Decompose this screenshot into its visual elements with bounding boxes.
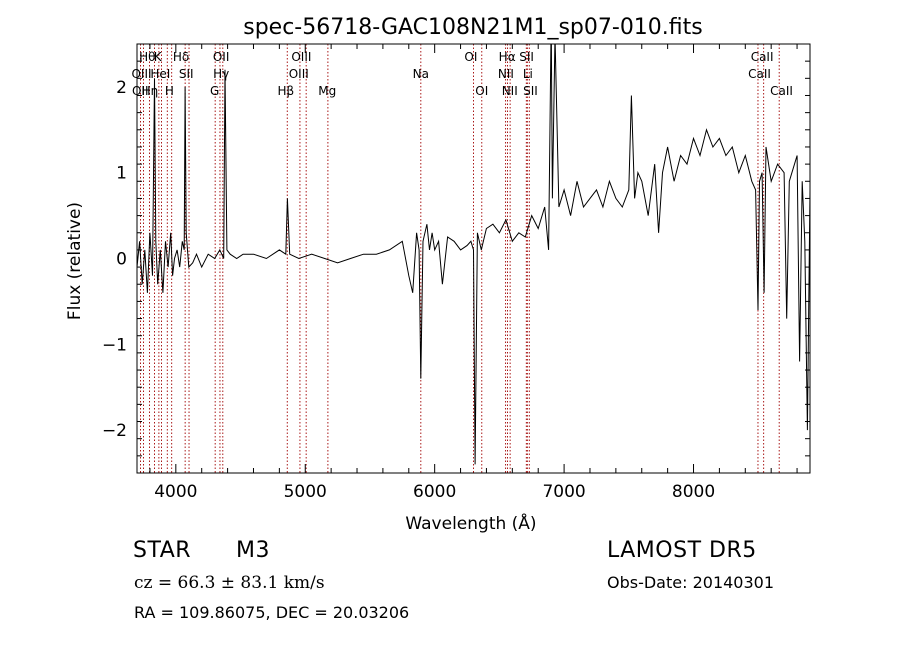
plot-frame: [136, 43, 811, 474]
coordinates: RA = 109.86075, DEC = 20.03206: [134, 603, 410, 622]
line-label: Mg: [318, 84, 336, 98]
line-label: NII: [498, 67, 514, 81]
line-label: OII: [132, 84, 149, 98]
object-class: STAR: [133, 538, 192, 563]
line-label: Hδ: [173, 50, 189, 64]
y-tick-label: −2: [102, 421, 127, 441]
line-label: CaII: [751, 50, 774, 64]
x-axis-label: Wavelength (Å): [405, 512, 536, 534]
line-label: OI: [475, 84, 488, 98]
line-label: OIII: [131, 67, 151, 81]
line-label: OII: [213, 50, 230, 64]
line-label: Na: [413, 67, 429, 81]
spectrum-line-0: [137, 44, 810, 465]
redshift-velocity: cz = 66.3 ± 83.1 km/s: [134, 573, 325, 593]
x-tick-label: 6000: [413, 482, 456, 502]
spectrum-series: [137, 44, 810, 465]
line-label: NII: [502, 84, 518, 98]
line-label: SII: [519, 50, 534, 64]
chart-title: spec-56718-GAC108N21M1_sp07-010.fits: [243, 15, 703, 40]
y-tick-label: 1: [116, 164, 127, 184]
line-label: Hη: [142, 84, 159, 98]
line-label: Hβ: [277, 84, 294, 98]
object-subclass: M3: [236, 538, 270, 563]
observation-date: Obs-Date: 20140301: [607, 573, 775, 592]
survey-name: LAMOST DR5: [607, 538, 757, 563]
line-label: SII: [523, 84, 538, 98]
x-tick-label: 5000: [284, 482, 327, 502]
x-tick-label: 7000: [542, 482, 585, 502]
line-label: HeI: [150, 67, 170, 81]
y-tick-label: −1: [102, 335, 127, 355]
line-label: Hα: [499, 50, 516, 64]
axis-ticks: 4000 5000 6000 7000 8000 −2 −1 0 1 2: [102, 43, 810, 502]
y-axis-label: Flux (relative): [65, 202, 85, 320]
line-label: Hγ: [213, 67, 229, 81]
line-label: SII: [179, 67, 194, 81]
line-label: Li: [523, 67, 533, 81]
line-label: CaII: [770, 84, 793, 98]
x-tick-label: 4000: [154, 482, 197, 502]
line-label: OIII: [291, 50, 311, 64]
x-tick-label: 8000: [672, 482, 715, 502]
line-label: K: [154, 50, 163, 64]
line-label: G: [210, 84, 219, 98]
line-label: OI: [464, 50, 477, 64]
line-label: OIII: [289, 67, 309, 81]
y-tick-label: 0: [116, 250, 127, 270]
line-label: H: [165, 84, 174, 98]
line-label: Hθ: [139, 50, 155, 64]
line-label: CaII: [748, 67, 771, 81]
y-tick-label: 2: [116, 78, 127, 98]
